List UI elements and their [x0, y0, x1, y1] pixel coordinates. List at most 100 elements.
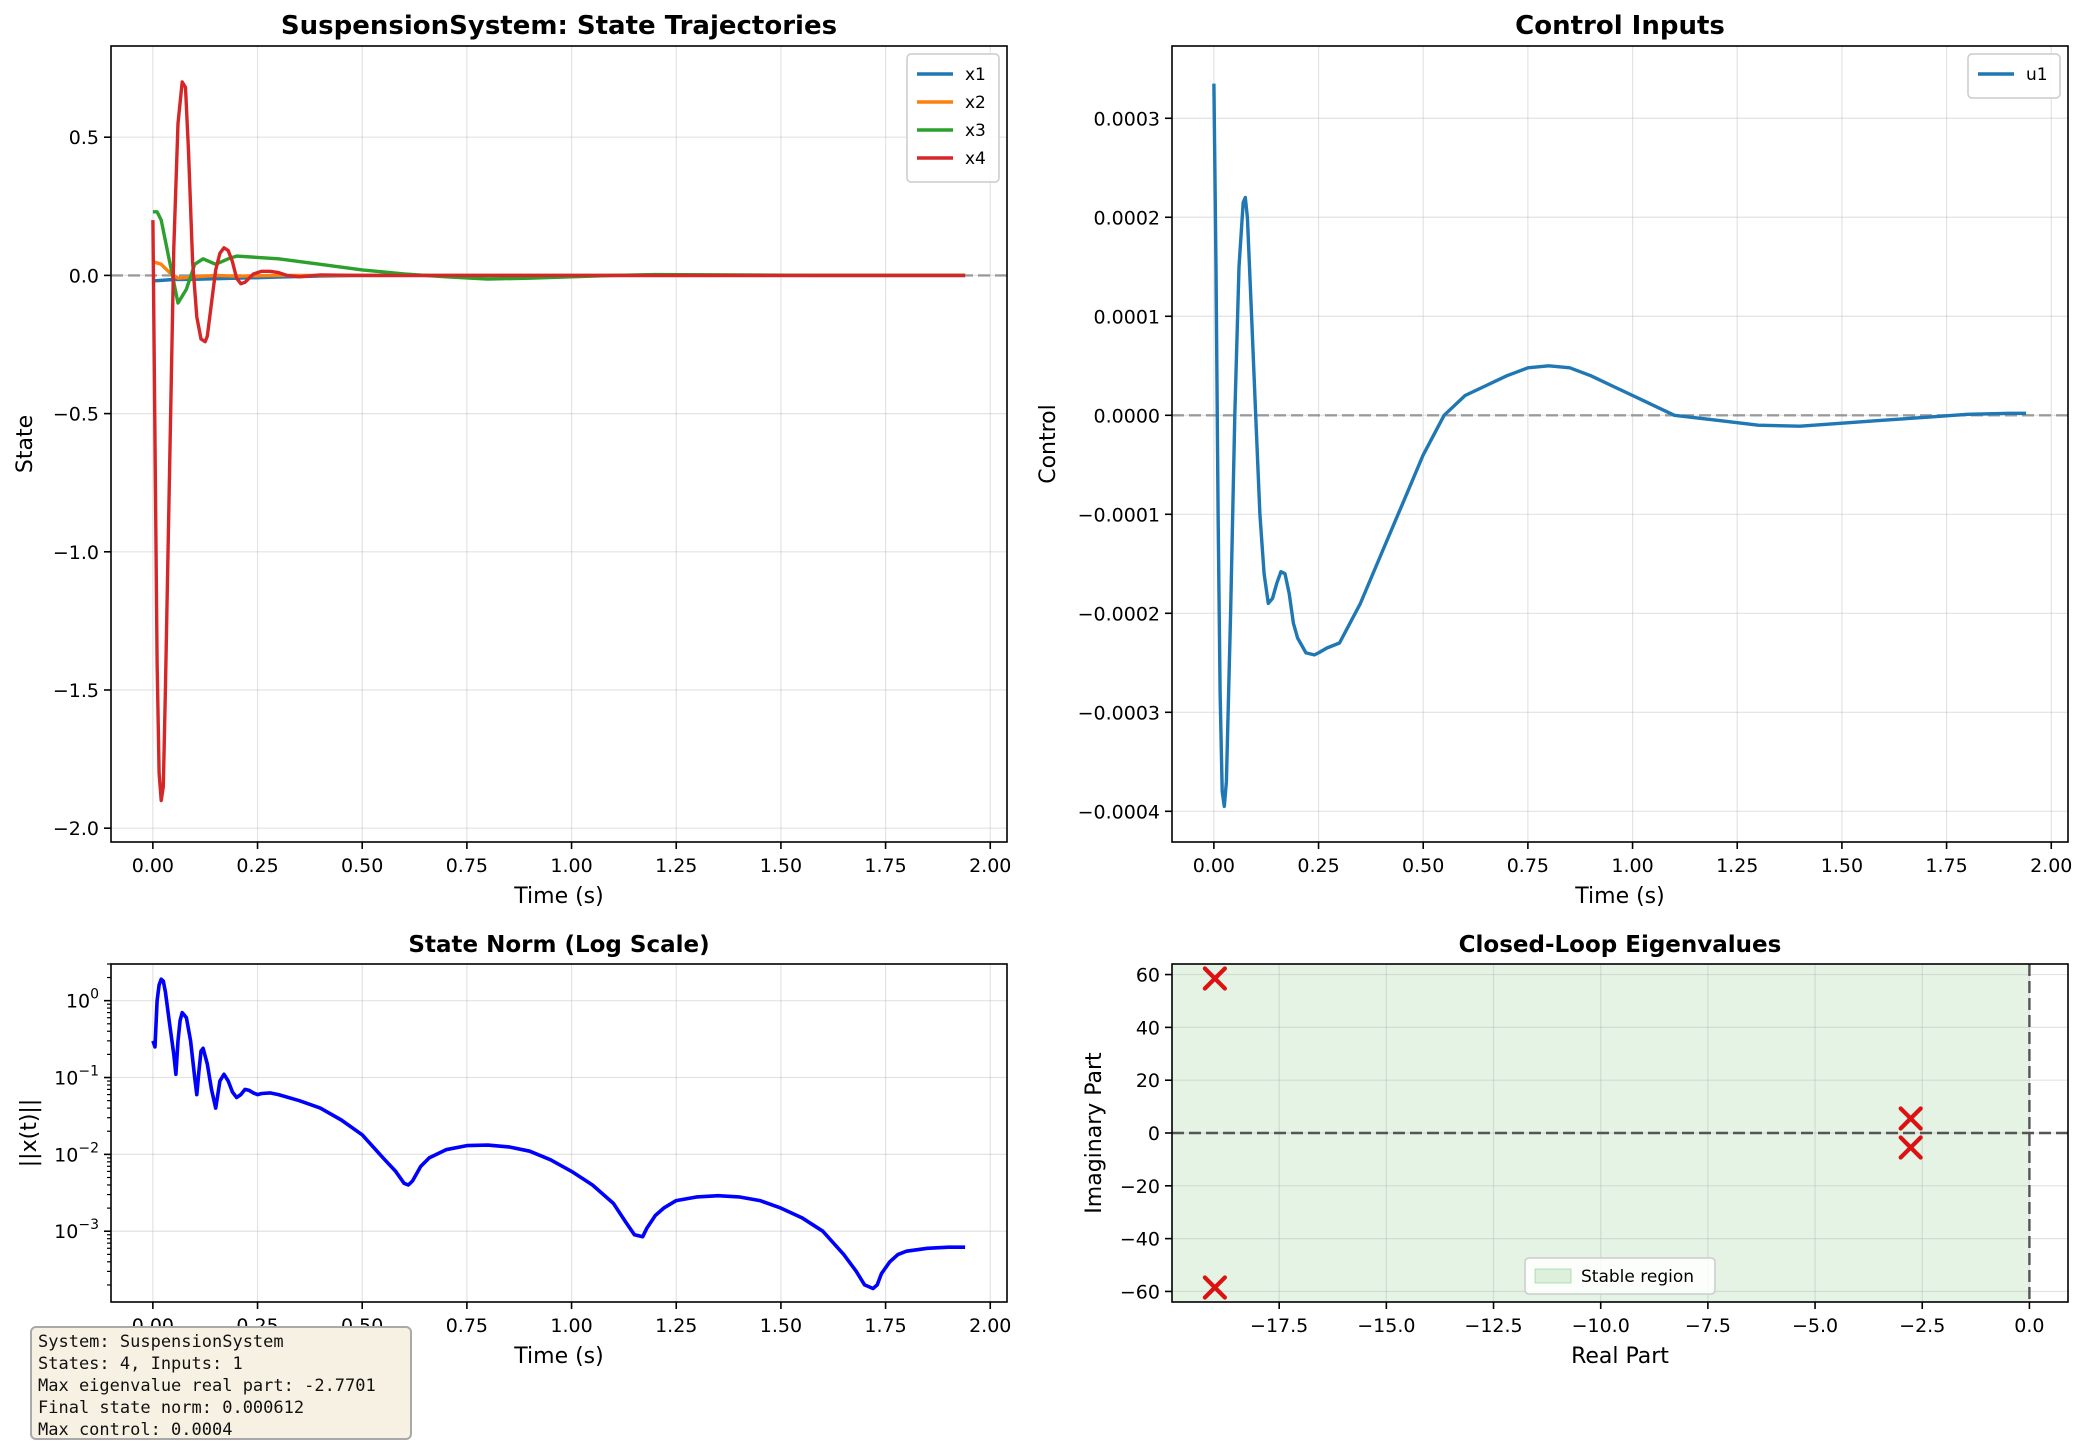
- chart-title: State Norm (Log Scale): [408, 932, 709, 958]
- norm-panel: 0.000.250.500.751.001.251.501.752.001001…: [17, 932, 1011, 1369]
- eigenvalue-marker-0: [1202, 966, 1227, 991]
- chart-title: Closed-Loop Eigenvalues: [1459, 932, 1782, 958]
- legend-label: Stable region: [1581, 1267, 1694, 1287]
- info-box: System: SuspensionSystem States: 4, Inpu…: [30, 1326, 412, 1440]
- y-tick-label: −40: [1120, 1229, 1160, 1251]
- y-tick-label: 10−2: [54, 1140, 99, 1166]
- series-line-x4: [151, 80, 966, 803]
- x-tick-label: 1.25: [655, 855, 697, 877]
- y-tick-label-base: 10: [54, 1144, 78, 1166]
- y-tick-label-exponent: −1: [78, 1064, 99, 1080]
- legend-box: [1524, 1257, 1716, 1295]
- x-tick-label: 1.50: [760, 855, 802, 877]
- eigenvalue-marker-stroke-b: [1202, 1275, 1227, 1300]
- y-tick-label: −0.0001: [1078, 504, 1160, 526]
- x-axis-label: Time (s): [513, 1344, 603, 1369]
- axes-frame: [1171, 45, 2069, 843]
- y-tick-label-base: 10: [54, 1221, 78, 1243]
- x-tick-label: 1.25: [655, 1315, 697, 1337]
- x-tick-label: 1.25: [1716, 855, 1758, 877]
- y-tick-label-base: 10: [54, 1068, 78, 1090]
- y-tick-label: 100: [66, 987, 99, 1013]
- y-tick-label: −0.5: [53, 404, 99, 426]
- eig-panel: −17.5 −15.0 −12.5 −10.0 −7.5 −5.0 −2.5 0.0 60 40 2…: [1082, 932, 2069, 1369]
- x-tick-label: 1.75: [864, 855, 906, 877]
- control-panel: 0.00 0.25 0.50 0.75 1.00 1.25 1.50 1.75 2.00 0.00…: [1036, 11, 2072, 909]
- y-tick-label-exponent: −3: [78, 1217, 99, 1233]
- y-tick-label: 0.0001: [1094, 306, 1160, 328]
- y-tick-label: −2.0: [53, 818, 99, 840]
- x-tick-label: −5.0: [1792, 1315, 1838, 1337]
- x-tick-label: −10.0: [1572, 1315, 1630, 1337]
- x-tick-label: 0.25: [1297, 855, 1339, 877]
- eigenvalue-marker-3: [1898, 1135, 1923, 1160]
- y-tick-label: 10−3: [54, 1217, 99, 1243]
- legend: Stable region: [1524, 1257, 1716, 1295]
- y-tick-label: 0.0002: [1094, 207, 1160, 229]
- x-tick-label: 0.75: [446, 1315, 488, 1337]
- legend-box: [906, 53, 1000, 183]
- series-line-norm-0: [151, 977, 966, 1291]
- y-tick-label: 40: [1136, 1017, 1160, 1039]
- x-tick-label: −15.0: [1357, 1315, 1415, 1337]
- x-tick-label: 1.50: [1821, 855, 1863, 877]
- x-tick-label: 1.00: [1611, 855, 1653, 877]
- legend-swatch-stable-region: [1534, 1268, 1572, 1284]
- x-tick-label: 1.50: [760, 1315, 802, 1337]
- y-axis-label: ||x(t)||: [17, 1099, 42, 1167]
- x-tick-label: 0.50: [341, 855, 383, 877]
- legend-label: u1: [2026, 65, 2048, 85]
- x-tick-label: −7.5: [1685, 1315, 1731, 1337]
- y-tick-label: 0.5: [69, 127, 99, 149]
- eigenvalue-marker-stroke-b: [1898, 1106, 1923, 1131]
- x-tick-label: 0.50: [1402, 855, 1444, 877]
- legend: x1 x2 x3 x4: [906, 53, 1000, 183]
- chart-title: SuspensionSystem: State Trajectories: [281, 11, 837, 41]
- series-line-u1: [1212, 83, 2027, 809]
- eigenvalue-marker-1: [1202, 1275, 1227, 1300]
- legend-box: [1967, 53, 2061, 99]
- legend-label: x1: [965, 65, 986, 85]
- x-tick-label: −12.5: [1464, 1315, 1522, 1337]
- info-line-system: System: SuspensionSystem: [38, 1332, 284, 1352]
- legend-label: x4: [965, 149, 986, 169]
- x-tick-label: 1.00: [550, 855, 592, 877]
- y-tick-label: −20: [1120, 1176, 1160, 1198]
- y-axis-label: State: [13, 415, 38, 473]
- legend: u1: [1967, 53, 2061, 99]
- y-tick-label: 0.0003: [1094, 108, 1160, 130]
- y-axis-label: Control: [1036, 404, 1061, 484]
- info-line-max-control: Max control: 0.0004: [38, 1420, 233, 1440]
- eigenvalue-marker-stroke-b: [1898, 1135, 1923, 1160]
- info-line-dimensions: States: 4, Inputs: 1: [38, 1354, 243, 1374]
- y-tick-label: 0.0000: [1094, 405, 1160, 427]
- states-panel: 0.00 0.25 0.50 0.75 1.00 1.25 1.50 1.75 2.00 0.5 0…: [13, 11, 1011, 909]
- y-tick-label: −0.0002: [1078, 603, 1160, 625]
- x-tick-label: −17.5: [1250, 1315, 1308, 1337]
- x-tick-label: 0.0: [2014, 1315, 2044, 1337]
- x-tick-label: 0.00: [132, 855, 174, 877]
- x-axis-label: Time (s): [513, 884, 603, 909]
- x-tick-label: 1.75: [864, 1315, 906, 1337]
- y-tick-label-exponent: 0: [90, 987, 99, 1003]
- x-tick-label: 0.25: [236, 855, 278, 877]
- eigenvalue-marker-stroke-b: [1202, 966, 1227, 991]
- y-tick-label: −0.0003: [1078, 702, 1160, 724]
- y-tick-label: −60: [1120, 1281, 1160, 1303]
- x-tick-label: 2.00: [2030, 855, 2072, 877]
- y-tick-label: −1.0: [53, 542, 99, 564]
- legend-label: x2: [965, 93, 986, 113]
- x-tick-label: −2.5: [1899, 1315, 1945, 1337]
- x-tick-label: 2.00: [969, 855, 1011, 877]
- axes-frame: [110, 45, 1008, 843]
- x-tick-label: 2.00: [969, 1315, 1011, 1337]
- legend-label: x3: [965, 121, 986, 141]
- y-tick-label: 0.0: [69, 265, 99, 287]
- y-tick-label-exponent: −2: [78, 1140, 99, 1156]
- x-tick-label: 1.00: [550, 1315, 592, 1337]
- eigenvalue-marker-2: [1898, 1106, 1923, 1131]
- y-tick-label: 20: [1136, 1070, 1160, 1092]
- x-axis-label: Time (s): [1574, 884, 1664, 909]
- x-axis-label: Real Part: [1571, 1344, 1669, 1369]
